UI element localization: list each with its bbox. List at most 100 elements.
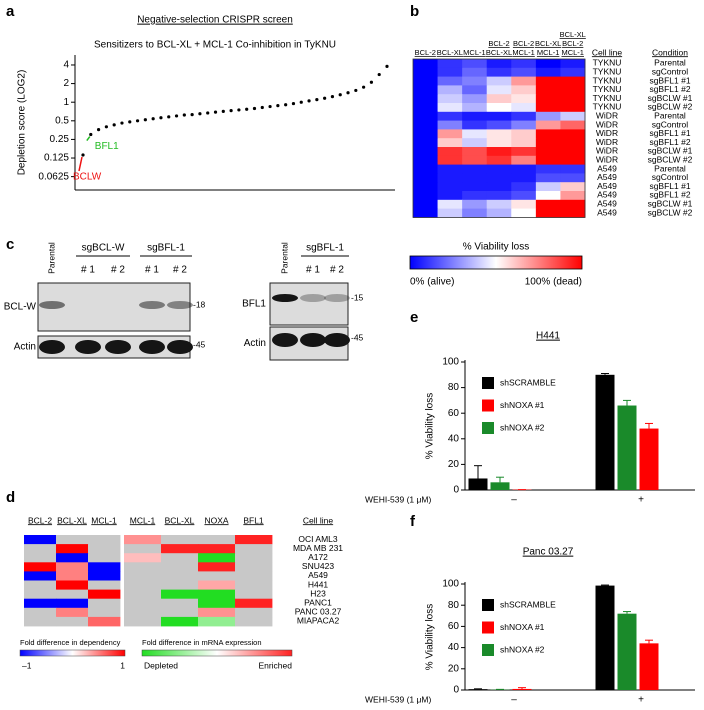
heatmap-cell (161, 562, 199, 572)
heatmap-cell (535, 103, 561, 113)
error-bar (623, 611, 631, 614)
heatmap-cell (56, 580, 89, 590)
blot-band (167, 301, 193, 309)
heatmap-cell (437, 191, 463, 201)
condition: sgBFL1 #1 (649, 128, 690, 138)
heatmap-cell (198, 580, 236, 590)
cell-line: PANC 03.27 (295, 607, 342, 617)
data-point (221, 109, 225, 113)
heatmap-cell (235, 589, 273, 600)
data-point (174, 114, 179, 118)
cell-line: A549 (597, 172, 617, 182)
group-label: sgBCL-W (82, 243, 125, 254)
legend-gradient (19, 649, 126, 657)
legend-max: 1 (120, 660, 125, 670)
heatmap-cell (198, 544, 236, 554)
condition: sgBFL1 #1 (649, 181, 690, 191)
heatmap-cell (486, 155, 512, 165)
heatmap-cell (511, 147, 537, 157)
heatmap-cell (124, 607, 162, 618)
heatmap-cell (161, 553, 199, 563)
heatmap-cell (511, 138, 537, 148)
heatmap-cell (535, 85, 561, 95)
heatmap-cell (413, 208, 438, 218)
heatmap-cell (462, 111, 488, 121)
heatmap-cell (437, 111, 463, 121)
heatmap-cell (535, 111, 561, 121)
heatmap-cell (486, 94, 512, 104)
data-point (96, 128, 101, 132)
heatmap-cell (486, 208, 512, 218)
bar (512, 688, 532, 690)
row-header: Cell line (303, 515, 334, 525)
x-axis-label: WEHI-539 (1 μM) (365, 494, 431, 504)
legend-max: Enriched (258, 660, 292, 670)
data-point (89, 132, 93, 137)
blot-band (300, 294, 326, 302)
condition: sgBCLW #2 (648, 207, 693, 217)
heatmap-cell (486, 103, 512, 113)
annotation-line (78, 156, 83, 172)
x-axis-label: WEHI-539 (1 μM) (365, 694, 431, 704)
heatmap-cell (198, 535, 236, 545)
heatmap-cell (535, 129, 561, 139)
heatmap-cell (235, 562, 273, 572)
heatmap-cell (462, 173, 488, 183)
legend-title: Fold difference in mRNA expression (142, 638, 262, 647)
cell-line: A549 (308, 570, 328, 580)
y-tick-label: 60 (448, 621, 460, 632)
heatmap-cell (124, 571, 162, 581)
heatmap-cell (437, 94, 463, 104)
heatmap-cell (560, 111, 586, 121)
heatmap-cell (161, 589, 199, 600)
heatmap-cell (235, 616, 273, 627)
heatmap-cell (486, 147, 512, 157)
x-tick-label: – (511, 495, 517, 506)
y-tick-label: 20 (448, 663, 460, 674)
heatmap-cell (462, 182, 488, 192)
data-point (291, 101, 296, 106)
blot-band (105, 340, 131, 354)
heatmap-cell (413, 103, 438, 113)
cell-line: A549 (597, 190, 617, 200)
error-bar (645, 639, 653, 644)
row-label: Actin (244, 338, 266, 349)
heatmap-cell (198, 553, 236, 563)
heatmap-cell (413, 85, 438, 95)
data-point (299, 100, 303, 104)
blot-band (39, 301, 65, 309)
data-point (346, 91, 350, 95)
heatmap-cell (88, 544, 121, 554)
heatmap-cell (413, 67, 438, 77)
heatmap-cell (198, 589, 236, 600)
heatmap-cell (24, 535, 57, 545)
cell-line: WiDR (596, 146, 618, 156)
cell-line: TYKNU (593, 102, 622, 112)
heatmap-cell (24, 580, 57, 590)
column-label: BCL-XL (165, 515, 195, 525)
heatmap-cell (560, 164, 586, 174)
data-point (268, 104, 272, 109)
heatmap-cell (511, 94, 537, 104)
heatmap-cell (124, 589, 162, 600)
cell-line: TYKNU (593, 66, 622, 76)
colorbar-min: 0% (alive) (410, 277, 454, 288)
heatmap-cell (56, 544, 89, 554)
blot-band (300, 333, 326, 347)
heatmap-cell (486, 191, 512, 201)
column-label: MCL-1 (463, 48, 486, 57)
heatmap-cell (124, 598, 162, 609)
heatmap-cell (413, 111, 438, 121)
heatmap-cell (486, 76, 512, 86)
heatmap-cell (56, 598, 89, 609)
row-label: Actin (14, 342, 36, 353)
cell-line: SNU423 (302, 561, 334, 571)
heatmap-cell (511, 155, 537, 165)
heatmap-cell (161, 544, 199, 554)
error-bar (518, 687, 526, 689)
heatmap-cell (486, 111, 512, 121)
heatmap-cell (161, 607, 199, 618)
y-tick-label: 0.125 (44, 153, 69, 164)
heatmap-cell (88, 580, 121, 590)
heatmap-cell (24, 589, 57, 600)
